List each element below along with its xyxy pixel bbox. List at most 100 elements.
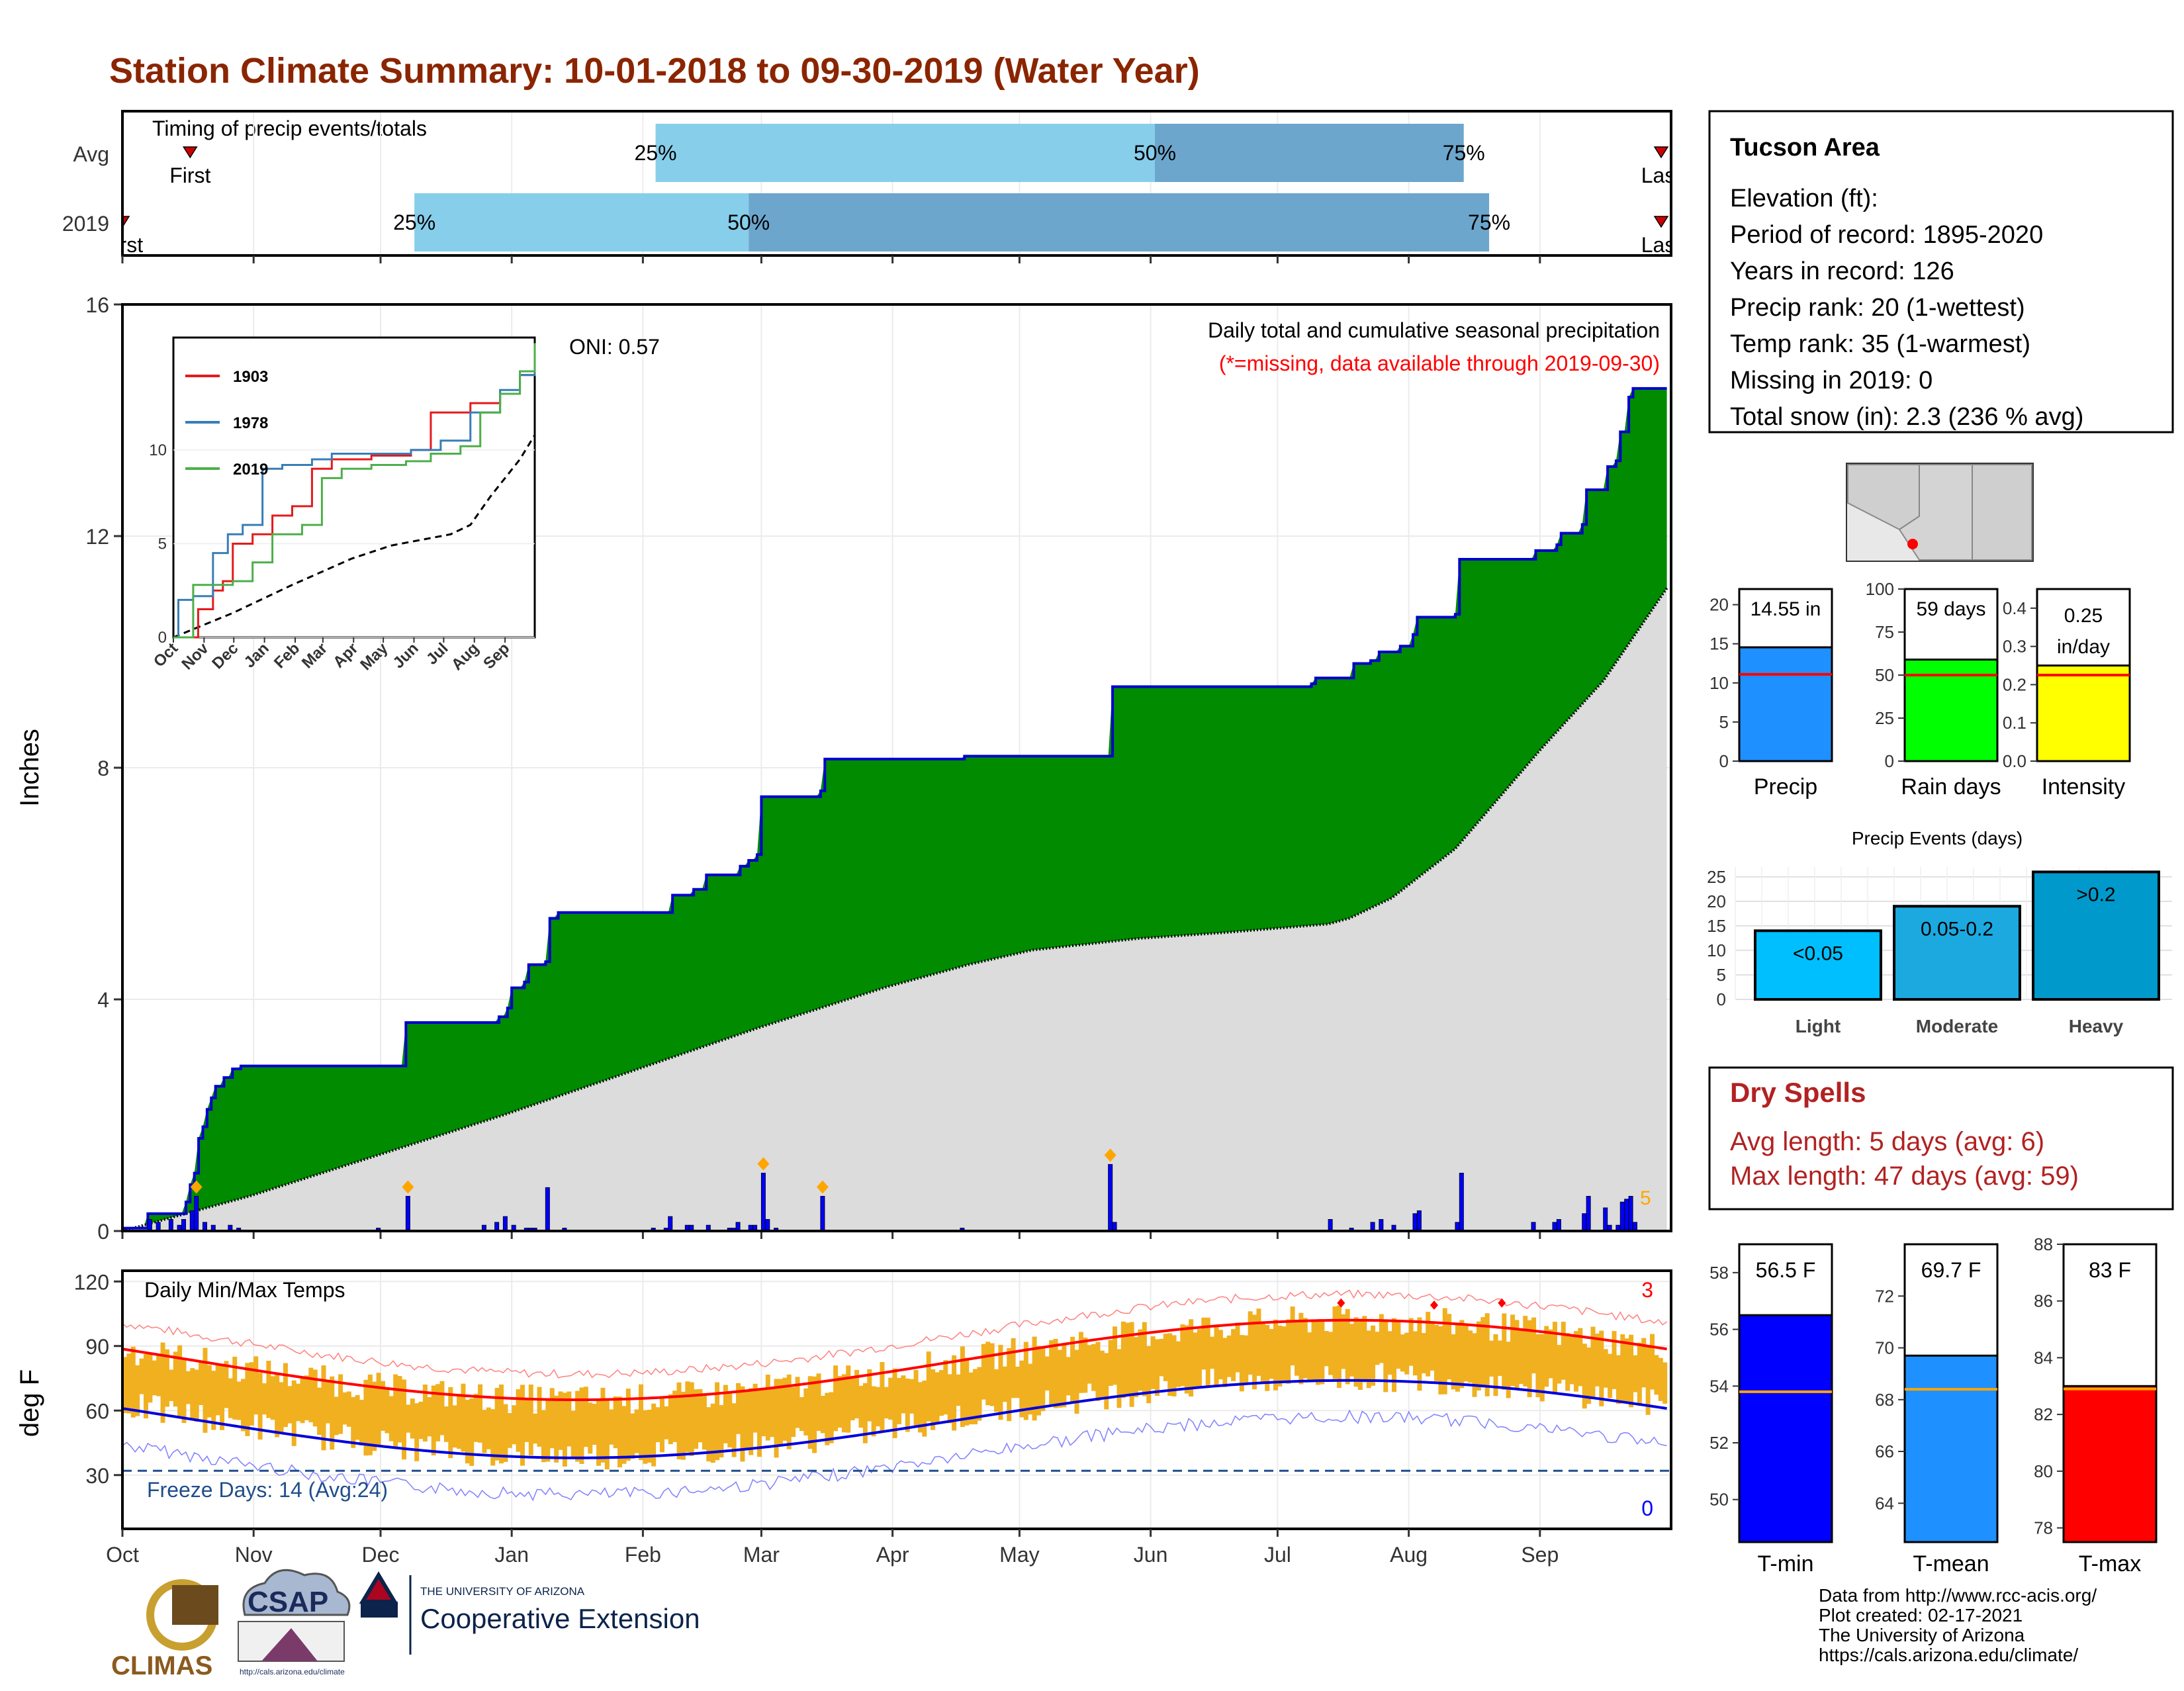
daily-temp-range-bar [435,1384,441,1441]
daily-temp-range-bar [1260,1323,1265,1385]
daily-temp-range-bar [169,1369,174,1401]
daily-temp-range-bar [1599,1330,1604,1406]
daily-temp-range-bar [694,1389,699,1449]
summary-bar-ytick-label: 15 [1709,634,1729,654]
daily-temp-range-bar [850,1376,855,1420]
daily-temp-range-bar [1341,1314,1346,1369]
daily-temp-range-bar [1078,1332,1083,1393]
daily-temp-range-bar [385,1387,390,1434]
daily-temp-range-bar [1514,1320,1520,1391]
daily-temp-range-bar [672,1391,678,1442]
daily-temp-range-bar [1362,1316,1367,1383]
daily-temp-range-bar [1633,1355,1638,1393]
daily-temp-range-bar [1383,1319,1388,1393]
footer-line: Data from http://www.rcc-acis.org/ [1819,1585,2097,1606]
daily-temp-range-bar [275,1374,280,1438]
daily-temp-range-bar [981,1344,986,1400]
daily-temp-range-bar [1277,1325,1283,1387]
daily-temp-range-bar [1624,1338,1629,1402]
daily-temp-range-bar [330,1376,335,1450]
timing-row-label: Avg [73,142,109,166]
daily-temp-range-bar [317,1387,322,1435]
daily-temp-range-bar [1159,1338,1164,1377]
daily-temp-range-bar [1120,1321,1126,1398]
daily-temp-range-bar [359,1400,365,1445]
daily-temp-range-bar [1066,1357,1071,1396]
daily-temp-range-bar [1345,1308,1350,1385]
daily-temp-range-bar [562,1393,567,1467]
daily-temp-range-bar [486,1407,491,1449]
daily-temp-range-bar [1615,1355,1621,1404]
daily-precip-bar [1624,1199,1629,1232]
daily-temp-range-bar [994,1369,999,1412]
daily-temp-range-bar [816,1373,821,1431]
daily-temp-range-bar [1484,1313,1490,1396]
daily-precip-bar [820,1196,825,1232]
daily-precip-bar [1412,1213,1418,1232]
daily-temp-range-bar [1523,1316,1528,1387]
summary-bar-ytick-label: 10 [1709,673,1729,693]
footer-line: The University of Arizona [1819,1625,2025,1645]
daily-temp-range-bar [1180,1324,1185,1387]
inset-legend-label: 1903 [233,368,268,386]
timing-bar-25-50 [414,193,749,251]
daily-temp-range-bar [367,1374,373,1455]
daily-temp-range-bar [647,1409,652,1463]
daily-temp-range-bar [1603,1349,1608,1388]
month-label: Nov [235,1543,273,1567]
daily-temp-range-bar [228,1378,233,1418]
daily-temp-range-bar [1218,1330,1223,1380]
daily-temp-range-bar [964,1357,970,1426]
daily-temp-range-bar [1087,1345,1092,1384]
daily-temp-range-bar [596,1399,602,1466]
daily-temp-range-bar [1197,1329,1202,1388]
daily-temp-range-bar [837,1376,842,1428]
daily-temp-range-bar [1281,1326,1287,1383]
daily-temp-range-bar [1163,1334,1168,1381]
daily-temp-range-bar [1641,1338,1647,1388]
temp-summary-ytick-label: 68 [1875,1390,1894,1410]
last-event-marker [1653,216,1669,228]
record-high-marker [1337,1298,1345,1308]
first-event-marker [182,146,198,159]
temp-summary-label: T-min [1758,1551,1814,1577]
daily-temp-range-bar [1231,1329,1236,1381]
daily-temp-range-bar [1433,1324,1439,1381]
daily-temp-range-bar [126,1353,132,1414]
temp-summary-ytick-label: 52 [1709,1433,1729,1453]
daily-temp-range-bar [152,1360,157,1396]
daily-temp-range-bar [1442,1308,1447,1394]
daily-temp-range-bar [825,1393,830,1445]
daily-temp-range-bar [1476,1321,1481,1391]
daily-temp-range-bar [236,1381,242,1420]
month-label: Feb [625,1543,661,1567]
daily-temp-range-bar [439,1381,445,1436]
daily-temp-range-bar [1091,1344,1097,1391]
daily-temp-range-bar [897,1377,901,1424]
temp-summary-label: T-mean [1913,1551,1989,1577]
daily-temp-range-bar [304,1375,309,1420]
events-bar-label: 0.05-0.2 [1921,918,1993,940]
daily-temp-range-bar [342,1392,347,1425]
daily-precip-bar [147,1219,152,1232]
record-high-count: 3 [1641,1278,1653,1302]
daily-temp-range-bar [241,1379,246,1432]
summary-bar-label: Precip [1754,774,1817,800]
summary-bar-annotation: 14.55 in [1751,598,1821,620]
region-map [1846,463,2034,562]
daily-temp-range-bar [1455,1324,1460,1392]
precip-panel-frame [121,303,1672,1232]
timing-p50-label: 50% [1134,141,1176,165]
daily-temp-range-bar [989,1343,995,1406]
precip-ytick-label: 8 [97,756,109,780]
summary-bar-ytick-label: 0 [1719,751,1729,771]
precip-ytick-label: 16 [85,293,109,317]
daily-temp-range-bar [841,1374,846,1433]
precip-ytick-label: 12 [85,525,109,549]
daily-temp-range-bar [1328,1332,1334,1375]
daily-temp-range-bar [676,1382,682,1459]
daily-temp-range-bar [266,1361,271,1418]
daily-temp-range-bar [139,1358,144,1394]
timing-row-label: 2019 [62,212,109,236]
info-line: Precip rank: 20 (1-wettest) [1730,294,2025,322]
